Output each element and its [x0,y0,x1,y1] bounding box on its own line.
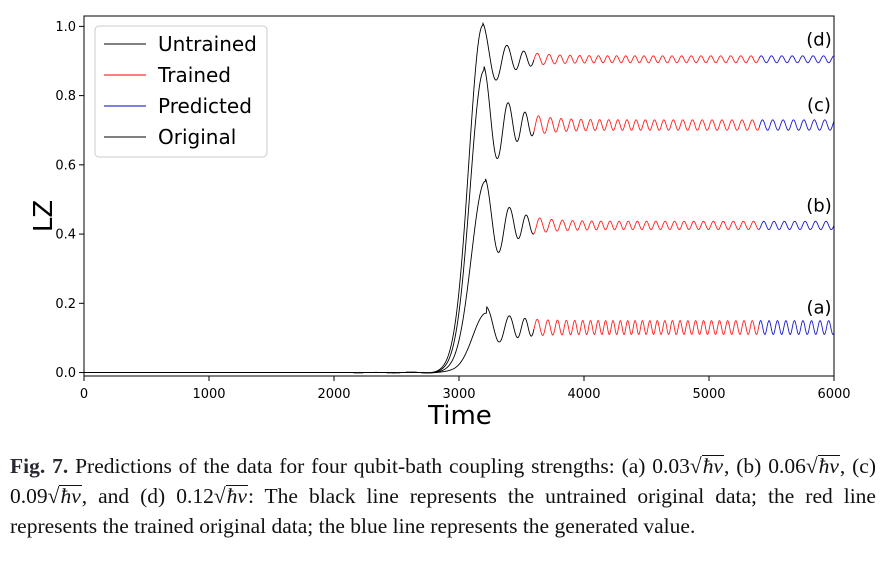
caption-label-b: , (b) [724,454,769,478]
series-predicted-line [758,320,835,336]
coupling-d: 0.12√ħv [176,484,248,508]
caption-text-legend: : The black line represents the untraine… [10,484,876,538]
series-untrained-line [84,178,535,374]
legend-entry-label: Original [158,125,236,149]
coupling-c: 0.09√ħv [10,484,82,508]
x-tick-label: 0 [80,387,88,402]
x-tick-label: 3000 [442,387,475,402]
legend: Untrained Trained Predicted Original [94,25,268,158]
x-tick-label: 6000 [817,387,850,402]
x-tick-label: 5000 [692,387,725,402]
y-tick-label: 0.4 [55,228,76,243]
legend-entry-label: Untrained [158,32,257,56]
x-tick-label: 2000 [317,387,350,402]
legend-entry-label: Predicted [158,94,252,118]
x-axis: 0 1000 2000 3000 4000 5000 6000 [80,376,851,402]
line-chart: 0 1000 2000 3000 4000 5000 6000 0.00.20.40.60.… [29,15,851,431]
legend-entry-label: Trained [157,63,231,87]
coupling-a: 0.03√ħv [652,454,725,478]
curve-label: (d) [806,29,831,50]
figure-number: Fig. 7. [10,454,69,478]
series-predicted-line [758,220,835,231]
y-tick-label: 0.6 [55,158,76,173]
y-tick-label: 0.2 [55,297,76,312]
series-trained-line [533,318,760,336]
series-trained-line [533,217,760,234]
caption-text-intro: Predictions of the data for four qubit-b… [75,454,646,478]
curve-labels: (a) (b) (c) (d) [806,29,831,318]
y-axis-title: LZ [29,200,59,232]
series-predicted-line [758,55,835,64]
figure-caption: Fig. 7. Predictions of the data for four… [10,451,876,541]
curve-label: (a) [806,298,831,319]
curve-label: (c) [807,95,831,116]
y-tick-label: 0.8 [55,89,76,104]
caption-label-d: , and (d) [81,484,177,508]
series-untrained-line [84,21,535,374]
curve-label: (b) [806,195,831,216]
caption-label-c: , (c) [839,454,877,478]
y-tick-label: 1.0 [55,20,76,35]
plot-area [84,21,835,374]
series-trained-line [533,115,760,134]
legend-box [94,25,268,158]
x-axis-title: Time [427,401,492,431]
coupling-b: 0.06√ħv [768,454,840,478]
y-axis: 0.0 0.2 0.4 0.6 0.8 1.0 [55,20,84,381]
x-tick-label: 1000 [192,387,225,402]
x-tick-label: 4000 [567,387,600,402]
series-trained-line [533,52,760,66]
y-tick-label: 0.0 [55,366,76,381]
series-predicted-line [758,119,835,131]
series-untrained-line [84,305,535,374]
